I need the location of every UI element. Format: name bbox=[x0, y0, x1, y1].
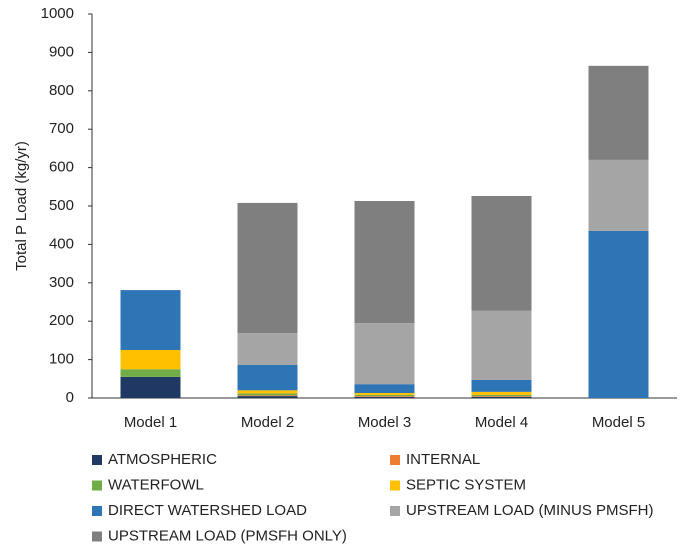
bar-segment bbox=[354, 394, 415, 397]
legend-swatch bbox=[92, 480, 102, 491]
bar-segment bbox=[354, 384, 415, 394]
bar-segment bbox=[471, 396, 532, 398]
legend-swatch bbox=[92, 506, 102, 516]
y-tick-label: 800 bbox=[49, 82, 74, 99]
y-tick-label: 200 bbox=[49, 312, 74, 329]
y-axis-label: Total P Load (kg/yr) bbox=[13, 141, 30, 271]
bar-segment bbox=[471, 394, 532, 397]
bar-segment bbox=[120, 376, 181, 398]
bar-segment bbox=[354, 323, 415, 385]
legend-label: UPSTREAM LOAD (MINUS PMSFH) bbox=[406, 502, 654, 519]
bar-segment bbox=[471, 310, 532, 380]
x-tick-label: Model 1 bbox=[124, 414, 177, 431]
bar-segment bbox=[471, 391, 532, 395]
legend-swatch bbox=[92, 455, 102, 465]
y-tick-label: 900 bbox=[49, 43, 74, 60]
bar-segment bbox=[471, 196, 532, 311]
bar-segment bbox=[588, 230, 649, 398]
y-tick-label: 400 bbox=[49, 235, 74, 252]
bar-segment bbox=[354, 396, 415, 398]
y-tick-label: 500 bbox=[49, 197, 74, 214]
legend-label: UPSTREAM LOAD (PMSFH ONLY) bbox=[108, 527, 347, 544]
y-tick-label: 100 bbox=[49, 351, 74, 368]
legend-swatch bbox=[390, 455, 400, 465]
bar-segment bbox=[120, 290, 181, 350]
y-tick-label: 700 bbox=[49, 120, 74, 137]
bar-segment bbox=[354, 396, 415, 397]
y-tick-label: 600 bbox=[49, 159, 74, 176]
legend-label: ATMOSPHERIC bbox=[108, 451, 217, 468]
bar-segment bbox=[237, 395, 298, 397]
bar-segment bbox=[471, 396, 532, 397]
x-tick-label: Model 2 bbox=[241, 414, 294, 431]
y-tick-label: 1000 bbox=[41, 5, 74, 22]
y-tick-label: 0 bbox=[66, 389, 74, 406]
x-tick-label: Model 5 bbox=[592, 414, 645, 431]
bar-segment bbox=[237, 333, 298, 365]
bar-segment bbox=[471, 379, 532, 392]
x-tick-label: Model 4 bbox=[475, 414, 528, 431]
legend-label: SEPTIC SYSTEM bbox=[406, 476, 526, 493]
bar-segment bbox=[120, 350, 181, 370]
bar-segment bbox=[237, 393, 298, 396]
legend-label: WATERFOWL bbox=[108, 476, 204, 493]
bar-segment bbox=[237, 364, 298, 391]
bar-segment bbox=[237, 396, 298, 398]
bar-segment bbox=[354, 393, 415, 395]
legend-swatch bbox=[390, 480, 400, 491]
x-tick-label: Model 3 bbox=[358, 414, 411, 431]
bar-segment bbox=[354, 201, 415, 324]
bar-segment bbox=[237, 390, 298, 394]
bar-segment bbox=[120, 369, 181, 377]
bar-segment bbox=[237, 202, 298, 334]
legend-label: INTERNAL bbox=[406, 451, 480, 468]
legend-swatch bbox=[92, 531, 102, 542]
legend-label: DIRECT WATERSHED LOAD bbox=[108, 502, 307, 519]
legend-swatch bbox=[390, 506, 400, 516]
bar-segment bbox=[588, 65, 649, 160]
y-tick-label: 300 bbox=[49, 274, 74, 291]
bar-segment bbox=[588, 159, 649, 231]
